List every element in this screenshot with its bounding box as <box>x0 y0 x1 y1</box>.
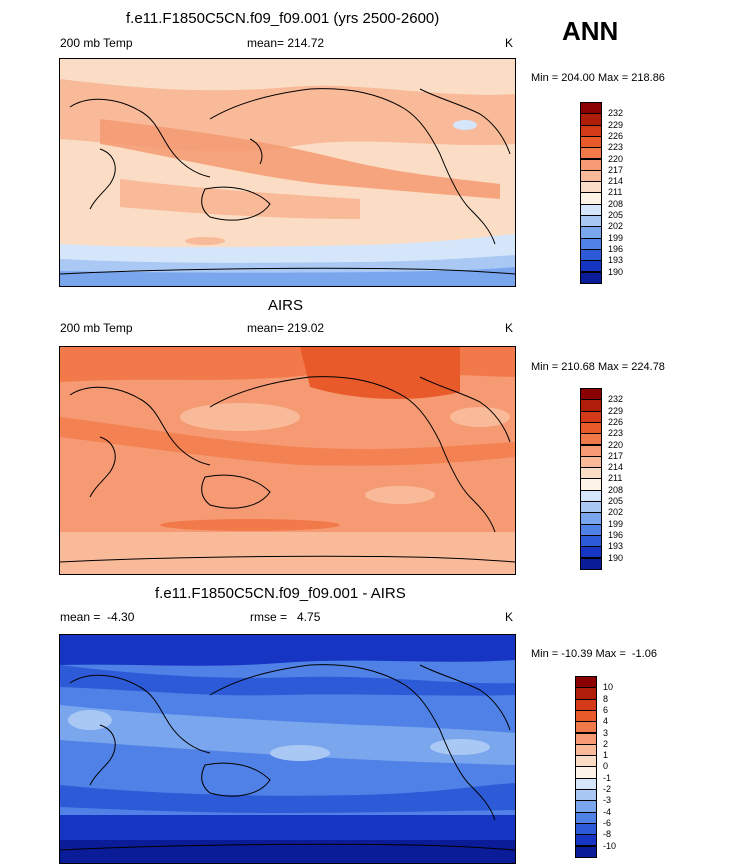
colorbar-tick-label: 223 <box>608 428 624 439</box>
colorbar-tick-label: 6 <box>603 704 609 715</box>
colorbar-swatch <box>580 557 602 570</box>
colorbar-tick-label: 214 <box>608 462 624 473</box>
colorbar-tick-label: 199 <box>608 232 624 243</box>
panel3-colorbar: 10 8 6 4 3 2 1 0 -1 -2 -3 -4 -6 -8 -10 <box>575 676 635 858</box>
panel1-variable-label: 200 mb Temp <box>60 36 133 50</box>
colorbar-tick-label: 190 <box>608 552 624 563</box>
panel2-minmax-label: Min = 210.68 Max = 224.78 <box>531 361 665 373</box>
colorbar-tick-label: 10 <box>603 682 614 693</box>
panel3-title: f.e11.F1850C5CN.f09_f09.001 - AIRS <box>155 585 406 602</box>
colorbar-tick-label: -2 <box>603 784 612 794</box>
panel1-map <box>59 58 516 287</box>
panel2-map <box>59 346 516 575</box>
panel3-units-label: K <box>505 610 514 624</box>
colorbar-tick-label: -6 <box>603 817 612 828</box>
colorbar-tick-label: 232 <box>608 394 624 405</box>
colorbar-tick-label: 190 <box>608 266 624 277</box>
colorbar-tick-label: 3 <box>603 727 609 738</box>
colorbar-tick-label: 226 <box>608 130 624 141</box>
panel3-mean-label: mean = -4.30 <box>60 610 135 624</box>
panel2-mean-label: mean= 219.02 <box>247 321 325 335</box>
colorbar-tick-label: 226 <box>608 416 624 427</box>
colorbar-tick-label: 202 <box>608 507 624 518</box>
colorbar-tick-label: -8 <box>603 829 612 840</box>
colorbar-tick-label: 217 <box>608 164 624 175</box>
colorbar-swatch <box>580 271 602 284</box>
panel3-minmax-label: Min = -10.39 Max = -1.06 <box>531 648 657 660</box>
panel1-minmax-label: Min = 204.00 Max = 218.86 <box>531 72 665 84</box>
panel2-variable-label: 200 mb Temp <box>60 321 133 335</box>
colorbar-tick-label: 229 <box>608 405 624 416</box>
panel2-map-field <box>60 347 515 574</box>
colorbar-tick-label: 1 <box>603 750 609 761</box>
panel2-title: AIRS <box>268 297 304 314</box>
colorbar-tick-label: 229 <box>608 119 624 130</box>
colorbar-tick-label: -1 <box>603 772 612 783</box>
panel3-rmse-label: rmse = 4.75 <box>250 610 321 624</box>
panel1-mean-label: mean= 214.72 <box>247 36 325 50</box>
colorbar-tick-label: 196 <box>608 529 624 540</box>
season-label: ANN <box>562 16 619 46</box>
colorbar-tick-label: 205 <box>608 496 624 506</box>
colorbar-swatch <box>575 845 597 858</box>
colorbar-tick-label: 2 <box>603 738 609 749</box>
colorbar-tick-label: 211 <box>608 473 623 484</box>
colorbar-tick-label: 217 <box>608 450 624 461</box>
colorbar-tick-label: -10 <box>603 840 617 851</box>
colorbar-tick-label: 0 <box>603 761 609 772</box>
colorbar-tick-label: 196 <box>608 243 624 254</box>
panel3-map <box>59 634 516 864</box>
panel2-units-label: K <box>505 321 514 335</box>
panel1-colorbar: 232 229 226 223 220 217 214 211 208 205 202 199 196 1… <box>580 102 640 284</box>
colorbar-tick-label: -3 <box>603 795 612 806</box>
panel2-colorbar: 232 229 226 223 220 217 214 211 208 205 202 199 196 1… <box>580 388 640 570</box>
panel1-map-field <box>60 59 515 286</box>
colorbar-tick-label: 211 <box>608 187 623 198</box>
colorbar-tick-label: 202 <box>608 221 624 232</box>
colorbar-tick-label: -4 <box>603 806 612 817</box>
colorbar-tick-label: 193 <box>608 541 624 552</box>
colorbar-tick-label: 193 <box>608 255 624 266</box>
colorbar-tick-label: 208 <box>608 198 624 209</box>
colorbar-tick-label: 205 <box>608 210 624 220</box>
panel1-units-label: K <box>505 36 514 50</box>
colorbar-tick-label: 232 <box>608 108 624 119</box>
colorbar-tick-label: 220 <box>608 439 624 450</box>
colorbar-tick-label: 223 <box>608 142 624 153</box>
colorbar-tick-label: 220 <box>608 153 624 164</box>
panel1-title: f.e11.F1850C5CN.f09_f09.001 (yrs 2500-26… <box>126 10 440 27</box>
colorbar-tick-label: 199 <box>608 518 624 529</box>
panel3-map-field <box>60 635 515 863</box>
colorbar-tick-label: 4 <box>603 716 609 727</box>
colorbar-tick-label: 8 <box>603 693 609 704</box>
colorbar-tick-label: 208 <box>608 484 624 495</box>
colorbar-tick-label: 214 <box>608 176 624 187</box>
